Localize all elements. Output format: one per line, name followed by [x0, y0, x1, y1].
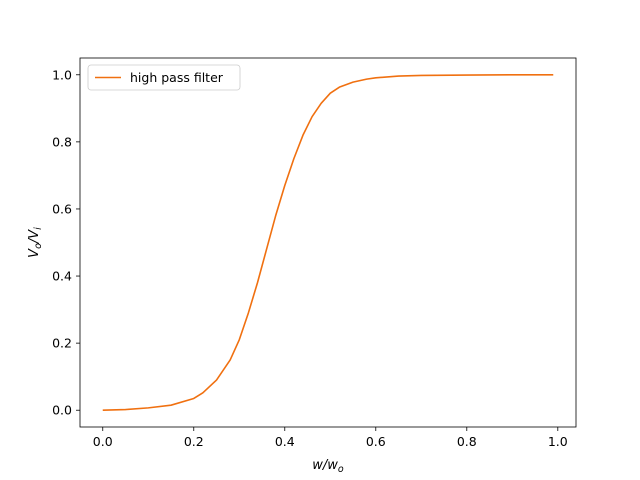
x-tick-label: 1.0	[548, 434, 568, 449]
y-tick-label: 0.4	[52, 269, 72, 284]
x-tick-label: 0.2	[184, 434, 204, 449]
series-line-0	[102, 73, 554, 412]
y-tick-label: 1.0	[52, 67, 72, 82]
y-tick-label: 0.2	[52, 336, 72, 351]
x-tick-label: 0.8	[457, 434, 477, 449]
y-axis-label: Vo/Vi	[27, 227, 44, 258]
x-tick-label: 0.6	[366, 434, 386, 449]
legend-box	[87, 64, 241, 91]
y-tick-label: 0.0	[52, 403, 72, 418]
x-axis-label: w/wo	[312, 458, 344, 475]
ticks-layer: 0.0 0.2 0.4 0.6 0.8 1.0 0.0 0.2 0.4 0.6 0.8 1.0	[52, 67, 568, 449]
plot-layer	[102, 73, 554, 412]
y-tick-label: 0.6	[52, 201, 72, 216]
y-tick-label: 0.8	[52, 134, 72, 149]
legend: high pass filter	[87, 64, 241, 91]
legend-label: high pass filter	[130, 70, 224, 85]
x-tick-label: 0.0	[93, 434, 113, 449]
x-tick-label: 0.4	[275, 434, 295, 449]
axes-frame	[79, 57, 577, 428]
